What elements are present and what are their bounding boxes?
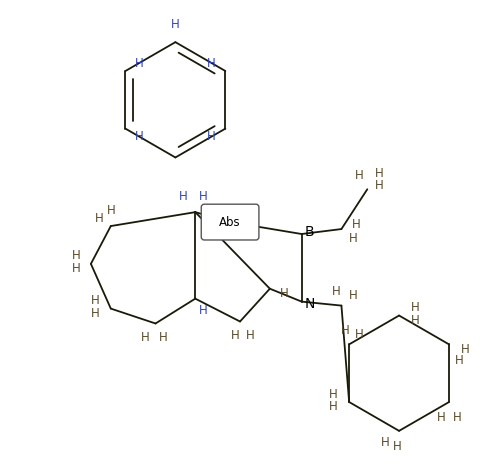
Text: H: H <box>410 301 419 314</box>
Text: H: H <box>349 232 358 246</box>
Text: H: H <box>280 287 288 300</box>
Text: H: H <box>375 167 384 180</box>
Text: H: H <box>90 307 99 320</box>
Text: H: H <box>349 289 358 302</box>
Text: B: B <box>305 225 314 239</box>
Text: H: H <box>171 18 180 31</box>
Text: H: H <box>207 130 216 143</box>
Text: H: H <box>355 328 364 341</box>
Text: H: H <box>90 294 99 307</box>
Text: H: H <box>199 304 207 317</box>
Text: H: H <box>95 211 103 225</box>
Text: H: H <box>355 169 364 182</box>
Text: H: H <box>231 329 240 342</box>
Text: H: H <box>141 331 150 344</box>
Text: H: H <box>72 249 81 263</box>
Text: H: H <box>245 329 254 342</box>
Text: H: H <box>455 354 463 367</box>
Text: H: H <box>437 411 446 424</box>
Text: H: H <box>352 218 361 230</box>
Text: H: H <box>329 401 338 413</box>
FancyBboxPatch shape <box>201 204 259 240</box>
Text: H: H <box>410 314 419 327</box>
Text: H: H <box>159 331 168 344</box>
Text: H: H <box>341 324 349 337</box>
Text: Abs: Abs <box>219 216 241 228</box>
Text: H: H <box>461 343 469 356</box>
Text: H: H <box>329 388 338 401</box>
Text: H: H <box>72 262 81 275</box>
Text: H: H <box>375 179 384 192</box>
Text: H: H <box>179 190 188 203</box>
Text: N: N <box>305 297 315 310</box>
Text: H: H <box>135 130 144 143</box>
Text: H: H <box>106 204 115 217</box>
Text: H: H <box>135 56 144 70</box>
Text: H: H <box>199 190 207 203</box>
Text: H: H <box>393 440 402 453</box>
Text: H: H <box>207 56 216 70</box>
Text: H: H <box>381 436 389 449</box>
Text: H: H <box>332 285 341 298</box>
Text: H: H <box>452 411 461 424</box>
